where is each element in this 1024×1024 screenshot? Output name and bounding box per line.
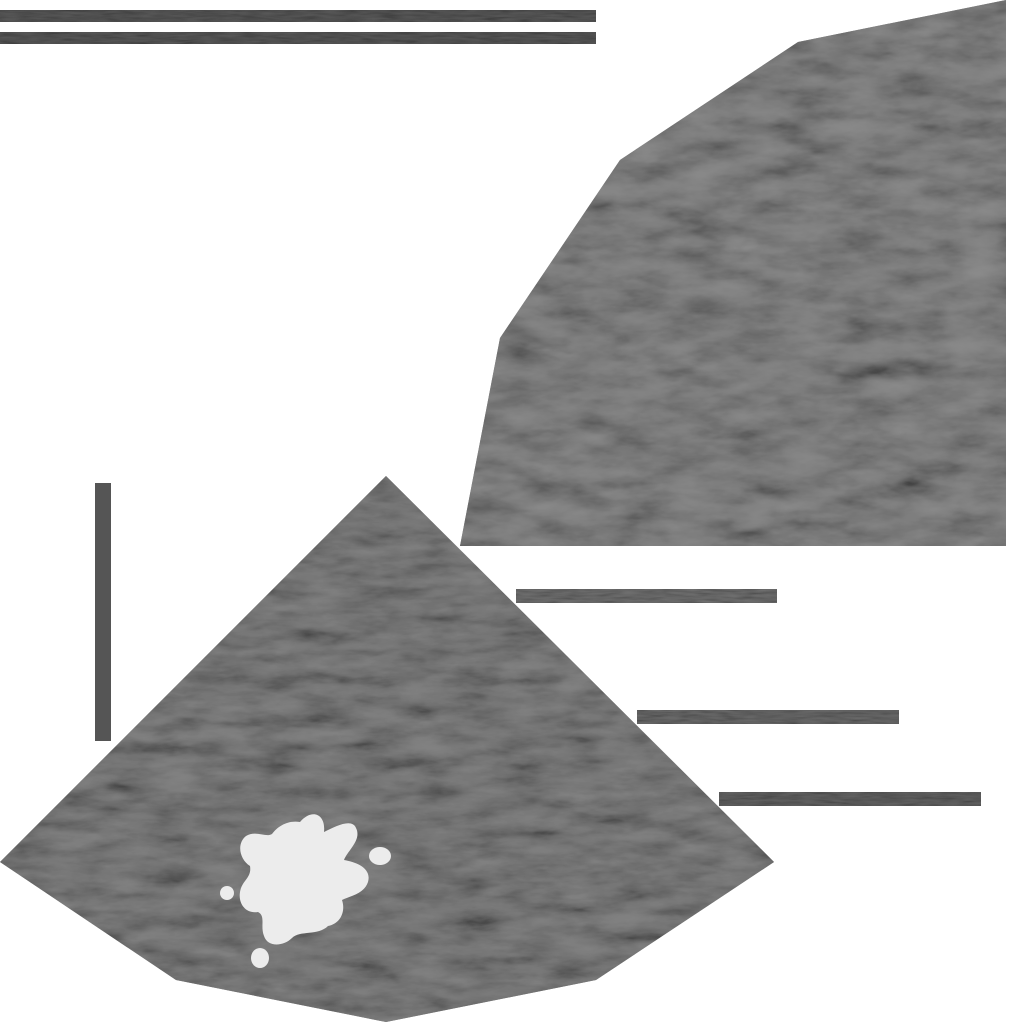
measurement-bar-2 (637, 710, 899, 724)
measurement-bar-3 (719, 792, 981, 806)
lower-sector-scan (0, 470, 780, 1024)
scale-bar-top-2 (0, 32, 596, 44)
measurement-bar-1 (516, 589, 777, 603)
upper-sector-scan (440, 0, 1024, 560)
top-scale-bars (0, 10, 596, 44)
depth-scale-bar (95, 483, 111, 741)
scale-bar-top-1 (0, 10, 596, 22)
